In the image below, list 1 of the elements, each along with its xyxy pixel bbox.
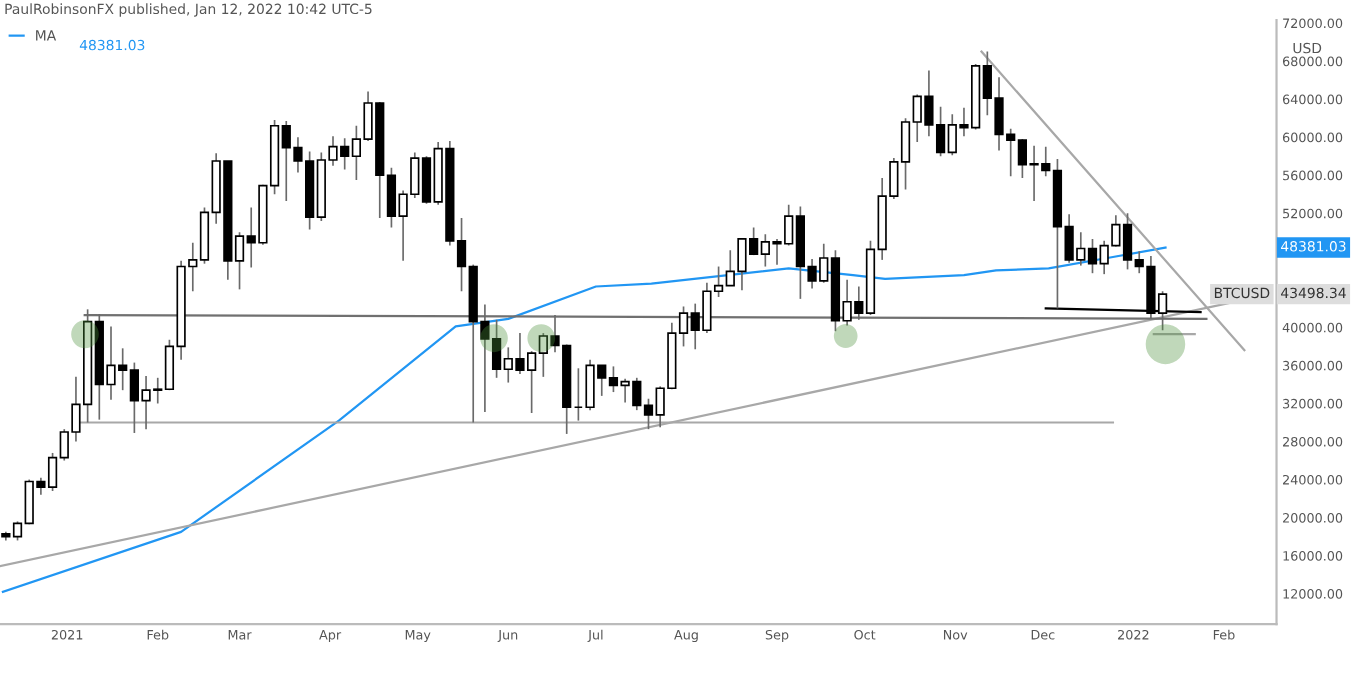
line-series: [1, 246, 1167, 593]
